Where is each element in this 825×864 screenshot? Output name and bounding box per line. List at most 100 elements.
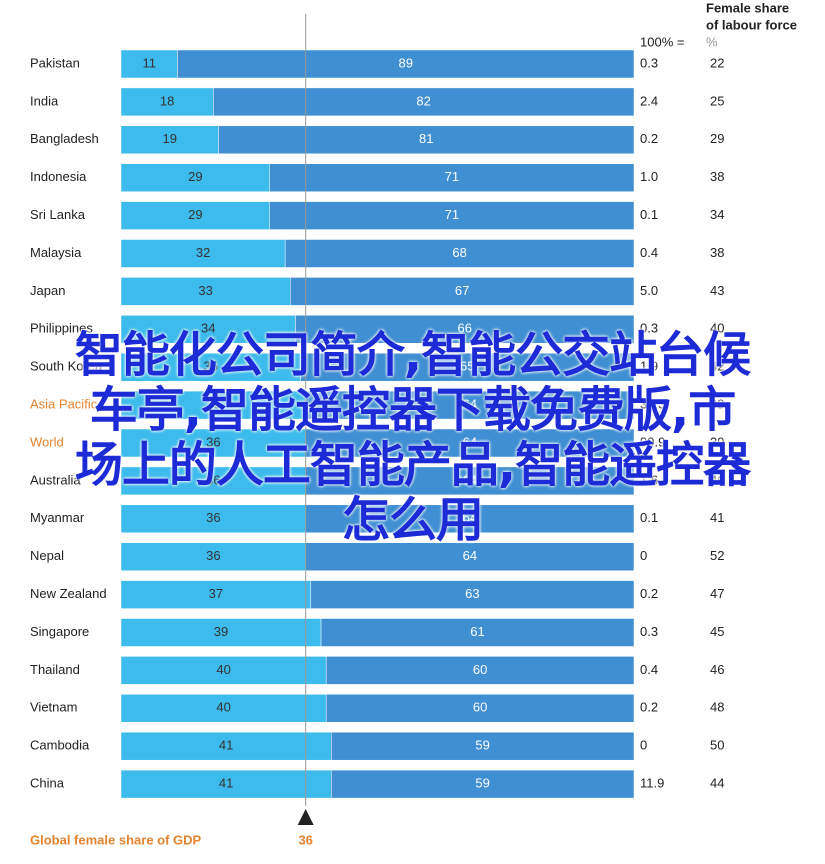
value-label: 36 bbox=[206, 397, 220, 412]
category-label: Indonesia bbox=[30, 169, 87, 184]
female-share: 25 bbox=[710, 93, 724, 108]
gdp-share: 39.3 bbox=[640, 397, 665, 412]
gdp-share: 0 bbox=[640, 738, 647, 753]
bar-segment bbox=[305, 542, 635, 571]
gdp-share: 1.6 bbox=[640, 472, 658, 487]
category-label: Philippines bbox=[30, 321, 93, 336]
bar-segment bbox=[218, 125, 635, 155]
value-label: 33 bbox=[198, 283, 212, 298]
female-share: 41 bbox=[710, 510, 724, 525]
unit: % bbox=[706, 34, 718, 49]
bar-segment bbox=[120, 731, 332, 761]
bar-segment bbox=[120, 49, 178, 79]
female-share: 39 bbox=[710, 397, 724, 412]
category-label: Asia Pacific bbox=[30, 397, 98, 412]
bar-segment bbox=[120, 428, 306, 458]
column-header: 100% = bbox=[640, 34, 684, 49]
female-share: 52 bbox=[710, 548, 724, 563]
category-label: Sri Lanka bbox=[30, 207, 86, 222]
bar-segment bbox=[305, 390, 635, 420]
bar-segment bbox=[295, 315, 635, 344]
gdp-share: 0 bbox=[640, 548, 647, 563]
column-header: Female share bbox=[706, 0, 789, 15]
value-label: 41 bbox=[219, 738, 233, 753]
category-label: China bbox=[30, 776, 65, 791]
bar-segment bbox=[331, 731, 635, 761]
bar-segment bbox=[120, 315, 296, 344]
category-label: Japan bbox=[30, 283, 65, 298]
female-share: 40 bbox=[710, 321, 724, 336]
bar-segment bbox=[269, 163, 635, 192]
value-label: 36 bbox=[206, 472, 220, 487]
value-label: 40 bbox=[216, 700, 230, 715]
overlay-line: 车亭,智能遥控器下载免费版,市 bbox=[89, 382, 736, 438]
bar-segment bbox=[120, 163, 271, 192]
overlay-line: 怎么用 bbox=[341, 492, 484, 548]
bar-segment bbox=[120, 239, 286, 268]
category-label: Nepal bbox=[30, 548, 64, 563]
female-share: 47 bbox=[710, 586, 724, 601]
reference-marker bbox=[297, 809, 314, 825]
value-label: 60 bbox=[473, 662, 487, 677]
gdp-share: 11.9 bbox=[640, 776, 664, 791]
bar-segment bbox=[290, 277, 635, 306]
gdp-share: 0.2 bbox=[640, 131, 658, 146]
bar-segment bbox=[120, 466, 306, 496]
category-label: Malaysia bbox=[30, 245, 82, 260]
value-label: 32 bbox=[196, 245, 210, 260]
category-label: Vietnam bbox=[30, 700, 77, 715]
bar-segment bbox=[120, 390, 306, 420]
value-label: 35 bbox=[204, 359, 218, 374]
female-share: 39 bbox=[710, 434, 724, 449]
category-label: New Zealand bbox=[30, 586, 107, 601]
gdp-share: 0.3 bbox=[640, 321, 658, 336]
gdp-share: 0.3 bbox=[640, 55, 658, 70]
bar-segment bbox=[325, 656, 635, 685]
overlay-line: 场上的人工智能产品,智能遥控器 bbox=[74, 437, 751, 493]
bar-segment bbox=[284, 239, 635, 268]
female-share: 34 bbox=[710, 207, 724, 222]
bar-segment bbox=[120, 201, 271, 230]
gdp-share: 0.2 bbox=[640, 700, 658, 715]
value-label: 64 bbox=[463, 397, 477, 412]
category-label: Singapore bbox=[30, 624, 89, 639]
value-label: 41 bbox=[219, 776, 233, 791]
bar-segment bbox=[305, 466, 635, 496]
value-label: 66 bbox=[457, 321, 471, 336]
bar-segment bbox=[120, 125, 219, 155]
category-label: Pakistan bbox=[30, 55, 80, 70]
category-label: Bangladesh bbox=[30, 131, 99, 146]
value-label: 82 bbox=[416, 93, 430, 108]
bar-segment bbox=[120, 277, 291, 306]
value-label: 60 bbox=[473, 700, 487, 715]
bar-segment bbox=[320, 618, 635, 647]
bar-segment bbox=[300, 352, 635, 382]
value-label: 67 bbox=[455, 283, 469, 298]
bar-segment bbox=[213, 87, 635, 117]
gdp-share: 2.4 bbox=[640, 93, 658, 108]
value-label: 71 bbox=[445, 207, 459, 222]
value-label: 64 bbox=[463, 434, 477, 449]
bar-segment bbox=[120, 542, 306, 571]
gdp-share: 1.9 bbox=[640, 359, 658, 374]
gdp-share: 0.4 bbox=[640, 662, 658, 677]
value-label: 64 bbox=[463, 548, 477, 563]
value-label: 29 bbox=[188, 207, 202, 222]
value-label: 18 bbox=[160, 93, 174, 108]
value-label: 37 bbox=[209, 586, 223, 601]
female-share: 38 bbox=[710, 169, 724, 184]
value-label: 64 bbox=[463, 472, 477, 487]
value-label: 89 bbox=[398, 55, 412, 70]
value-label: 34 bbox=[201, 321, 215, 336]
female-share: 38 bbox=[710, 245, 724, 260]
bar-segment bbox=[120, 656, 327, 685]
gdp-share: 99.9 bbox=[640, 434, 665, 449]
overlay-text: 智能化公司简介,智能公交站台候 车亭,智能遥控器下载免费版,市 场上的人工智能产品,… bbox=[0, 328, 825, 548]
bar-segment bbox=[310, 580, 635, 609]
value-label: 61 bbox=[470, 624, 484, 639]
value-label: 19 bbox=[163, 131, 177, 146]
value-label: 63 bbox=[465, 586, 479, 601]
female-share: 50 bbox=[710, 738, 724, 753]
